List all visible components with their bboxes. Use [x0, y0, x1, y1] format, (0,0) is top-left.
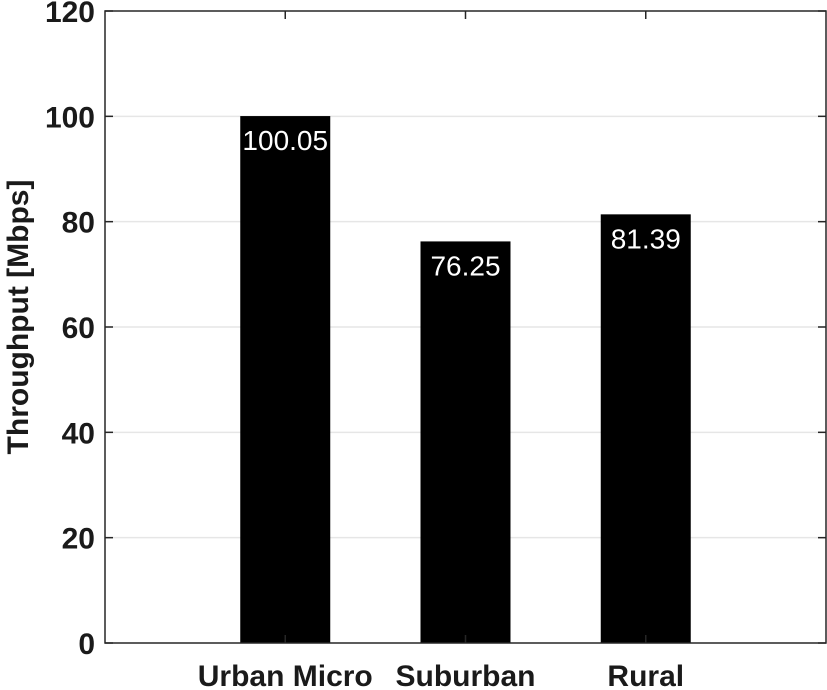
bar — [600, 214, 691, 643]
y-tick-label: 80 — [62, 207, 95, 240]
data-labels: 100.05 76.25 81.39 — [242, 125, 680, 281]
x-tick-label: Urban Micro — [198, 660, 373, 690]
bar — [240, 116, 331, 643]
y-tick-label: 100 — [45, 101, 95, 134]
y-tick-labels: 0 20 40 60 80 100 120 — [45, 0, 95, 661]
y-axis-label: Throughput [Mbps] — [2, 180, 35, 455]
y-tick-label: 40 — [62, 417, 95, 450]
bars — [240, 116, 691, 643]
bar — [420, 241, 511, 643]
data-label: 76.25 — [430, 250, 500, 281]
x-tick-labels: Urban Micro Suburban Rural — [198, 660, 684, 690]
y-tick-label: 20 — [62, 523, 95, 556]
data-label: 100.05 — [242, 125, 328, 156]
y-tick-label: 0 — [78, 628, 95, 661]
y-tick-label: 120 — [45, 0, 95, 29]
data-label: 81.39 — [611, 223, 681, 254]
x-tick-label: Rural — [607, 660, 684, 690]
y-tick-label: 60 — [62, 312, 95, 345]
axis-ticks — [105, 10, 826, 644]
x-tick-label: Suburban — [396, 660, 536, 690]
